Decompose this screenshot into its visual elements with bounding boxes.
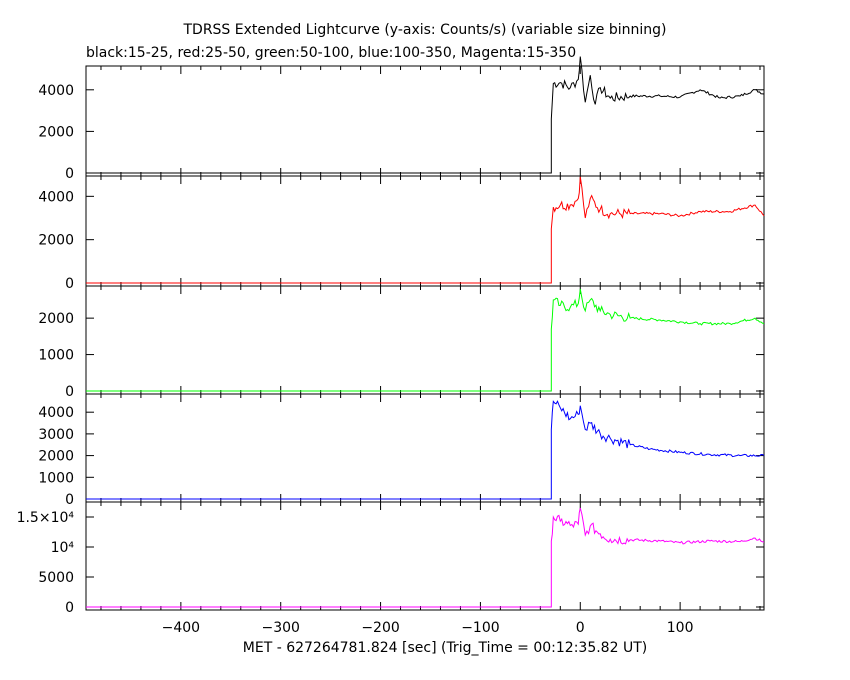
y-tick-label: 0 <box>65 166 74 182</box>
y-tick-label: 0 <box>65 600 74 616</box>
x-tick-label: −200 <box>361 620 399 636</box>
x-tick-label: 100 <box>667 620 694 636</box>
x-tick-label: 0 <box>576 620 585 636</box>
y-tick-label: 4000 <box>38 189 74 205</box>
x-tick-label: −300 <box>261 620 299 636</box>
chart-title: TDRSS Extended Lightcurve (y-axis: Count… <box>183 22 667 38</box>
series-line <box>86 176 765 284</box>
x-tick-label: −400 <box>162 620 200 636</box>
y-tick-label: 4000 <box>38 405 74 421</box>
series-line <box>86 507 765 608</box>
series-line <box>86 400 765 500</box>
y-tick-label: 0 <box>65 492 74 508</box>
y-tick-label: 5000 <box>38 570 74 586</box>
panel-frame <box>85 501 765 611</box>
panel-frame <box>85 393 765 503</box>
y-tick-label: 0 <box>65 276 74 292</box>
series-line <box>86 56 765 174</box>
y-tick-label: 2000 <box>38 233 74 249</box>
y-tick-label: 2000 <box>38 449 74 465</box>
y-tick-label: 1000 <box>38 348 74 364</box>
panel-frame <box>85 175 765 287</box>
panel-frame <box>85 285 765 395</box>
y-tick-label: 1000 <box>38 470 74 486</box>
y-tick-label: 2000 <box>38 124 74 140</box>
y-tick-label: 2000 <box>38 311 74 327</box>
y-tick-label: 1.5×10⁴ <box>17 510 75 526</box>
x-tick-label: −100 <box>461 620 499 636</box>
y-tick-label: 0 <box>65 384 74 400</box>
y-tick-label: 10⁴ <box>51 540 75 556</box>
chart-subtitle: black:15-25, red:25-50, green:50-100, bl… <box>86 45 577 61</box>
y-tick-label: 4000 <box>38 83 74 99</box>
x-axis-label: MET - 627264781.824 [sec] (Trig_Time = 0… <box>242 640 648 656</box>
series-line <box>86 288 765 392</box>
y-tick-label: 3000 <box>38 427 74 443</box>
panel-frame <box>85 65 765 177</box>
